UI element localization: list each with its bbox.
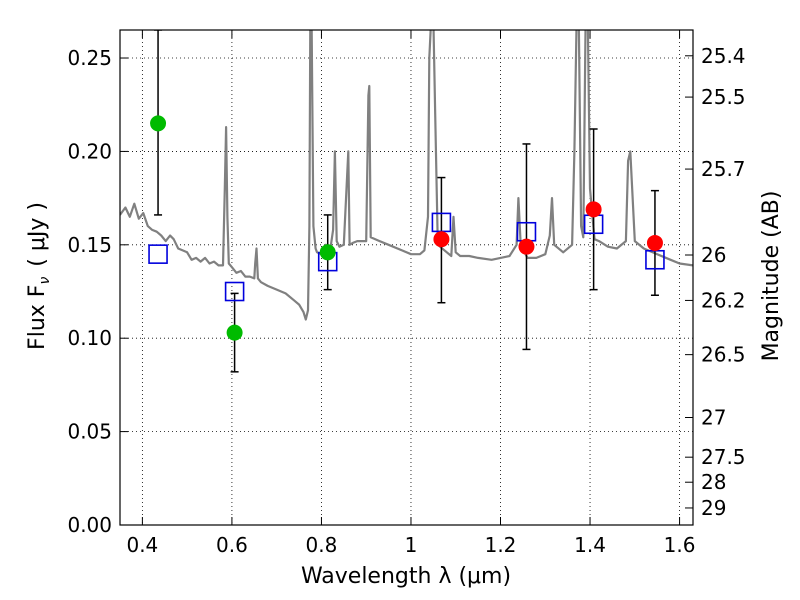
- x-axis-label: Wavelength λ (μm): [301, 564, 511, 589]
- mag-tick-label: 26.5: [701, 343, 746, 367]
- mag-tick-label: 26.2: [701, 288, 746, 312]
- model-sed-line: [120, 30, 693, 321]
- model-sed-layer: [120, 30, 693, 321]
- observed-flux-point: [646, 234, 663, 251]
- data-points-layer: [148, 30, 665, 373]
- x-tick-label: 1.6: [664, 533, 696, 557]
- y-tick-label: 0.20: [67, 139, 112, 163]
- mag-tick-label: 28: [701, 470, 726, 494]
- y-tick-label: 0.15: [67, 233, 112, 257]
- mag-tick-label: 27: [701, 406, 726, 430]
- y-tick-label: 0.05: [67, 420, 112, 444]
- plot-frame: [119, 29, 694, 526]
- observed-flux-point: [319, 244, 336, 261]
- x-tick-label: 1: [405, 533, 418, 557]
- mag-tick-label: 29: [701, 496, 726, 520]
- x-tick-label: 0.4: [126, 533, 158, 557]
- observed-flux-point: [150, 115, 167, 132]
- observed-flux-point: [518, 238, 535, 255]
- y-tick-label: 0.00: [67, 513, 112, 537]
- y-axis-label-subscript: ν: [37, 277, 53, 285]
- model-flux-box: [224, 281, 245, 302]
- y-axis-label: Flux Fν ( μJy ): [25, 202, 53, 350]
- grid-lines: [120, 30, 693, 525]
- x-tick-label: 1.4: [574, 533, 606, 557]
- x-tick-label: 0.6: [216, 533, 248, 557]
- observed-flux-point: [226, 324, 243, 341]
- y-axis-label-main: Flux F: [25, 285, 50, 350]
- model-flux-box: [148, 244, 168, 264]
- mag-tick-label: 25.4: [701, 44, 746, 68]
- y-tick-label: 0.10: [67, 326, 112, 350]
- y-axis-label-unit: ( μJy ): [25, 202, 50, 267]
- mag-tick-label: 27.5: [701, 445, 746, 469]
- observed-flux-point: [433, 231, 450, 248]
- mag-tick-label: 25.7: [701, 157, 746, 181]
- y2-axis-label: Magnitude (AB): [759, 191, 784, 362]
- x-tick-label: 0.8: [306, 533, 338, 557]
- mag-tick-label: 25.5: [701, 85, 746, 109]
- x-tick-label: 1.2: [485, 533, 517, 557]
- mag-tick-label: 26: [701, 243, 726, 267]
- y-tick-label: 0.25: [67, 46, 112, 70]
- axes: 0.4 0.6 0.8 1 1.2 1.4 1.6 0.00 0.05 0.10 0.15 0.20 0…: [67, 29, 746, 557]
- observed-flux-point: [585, 201, 602, 218]
